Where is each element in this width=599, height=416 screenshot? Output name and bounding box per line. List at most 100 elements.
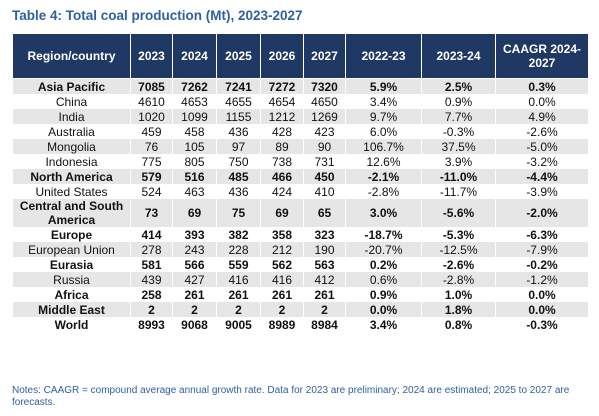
- value-cell: 459: [130, 124, 173, 139]
- value-cell: 9.7%: [345, 109, 422, 124]
- value-cell: 428: [260, 124, 304, 139]
- value-cell: 0.6%: [345, 272, 422, 287]
- value-cell: -18.7%: [345, 227, 422, 242]
- value-cell: 1099: [172, 109, 217, 124]
- value-cell: 423: [303, 124, 346, 139]
- region-cell: China: [12, 94, 131, 109]
- value-cell: -2.0%: [495, 199, 589, 227]
- header-cell: Region/country: [12, 33, 131, 79]
- value-cell: 1020: [130, 109, 173, 124]
- value-cell: -3.2%: [495, 154, 589, 169]
- value-cell: 579: [130, 169, 173, 184]
- value-cell: 73: [130, 199, 173, 227]
- table-row: Eurasia 581 566 559 562 563 0.2% -2.6% -0.2%: [12, 257, 589, 272]
- value-cell: 0.0%: [495, 94, 589, 109]
- value-cell: -5.3%: [421, 227, 496, 242]
- value-cell: 8989: [260, 317, 304, 332]
- value-cell: 97: [216, 139, 261, 154]
- value-cell: -7.9%: [495, 242, 589, 257]
- value-cell: -20.7%: [345, 242, 422, 257]
- region-cell: United States: [12, 184, 131, 199]
- value-cell: 212: [260, 242, 304, 257]
- value-cell: 0.0%: [495, 287, 589, 302]
- value-cell: 69: [172, 199, 217, 227]
- value-cell: 559: [216, 257, 261, 272]
- value-cell: 1155: [216, 109, 261, 124]
- region-cell: European Union: [12, 242, 131, 257]
- value-cell: 7241: [216, 78, 261, 94]
- header-row: Region/country 2023 2024 2025 2026 2027 2022-2…: [12, 33, 589, 79]
- value-cell: 414: [130, 227, 173, 242]
- value-cell: -6.3%: [495, 227, 589, 242]
- value-cell: 261: [216, 287, 261, 302]
- table-row: United States 524 463 436 424 410 -2.8% -11.7% -…: [12, 184, 589, 199]
- value-cell: 105: [172, 139, 217, 154]
- region-cell: World: [12, 317, 131, 332]
- region-cell: Russia: [12, 272, 131, 287]
- value-cell: 382: [216, 227, 261, 242]
- value-cell: 416: [260, 272, 304, 287]
- value-cell: 3.9%: [421, 154, 496, 169]
- region-cell: Eurasia: [12, 257, 131, 272]
- value-cell: 516: [172, 169, 217, 184]
- value-cell: 466: [260, 169, 304, 184]
- value-cell: -2.6%: [421, 257, 496, 272]
- value-cell: 7272: [260, 78, 304, 94]
- value-cell: 562: [260, 257, 304, 272]
- value-cell: 7085: [130, 78, 173, 94]
- value-cell: 0.2%: [345, 257, 422, 272]
- table-row: Asia Pacific 7085 7262 7241 7272 7320 5.9% 2.5%…: [12, 78, 589, 94]
- header-cell: 2027: [303, 33, 346, 79]
- value-cell: -2.8%: [421, 272, 496, 287]
- coal-table: Region/country 2023 2024 2025 2026 2027 2022-2…: [12, 33, 589, 332]
- value-cell: 7262: [172, 78, 217, 94]
- value-cell: -0.3%: [421, 124, 496, 139]
- header-cell: 2022-23: [345, 33, 422, 79]
- value-cell: 0.9%: [421, 94, 496, 109]
- region-cell: Indonesia: [12, 154, 131, 169]
- value-cell: -2.1%: [345, 169, 422, 184]
- table-row: Central and South America 73 69 75 69 65 3.0% -…: [12, 199, 589, 227]
- header-cell: CAAGR 2024-2027: [495, 33, 589, 79]
- table-header: Region/country 2023 2024 2025 2026 2027 2022-2…: [12, 33, 589, 79]
- value-cell: 2.5%: [421, 78, 496, 94]
- value-cell: 4650: [303, 94, 346, 109]
- value-cell: 3.0%: [345, 199, 422, 227]
- value-cell: 485: [216, 169, 261, 184]
- value-cell: 89: [260, 139, 304, 154]
- value-cell: -0.2%: [495, 257, 589, 272]
- table-row: Europe 414 393 382 358 323 -18.7% -5.3% -6.3%: [12, 227, 589, 242]
- header-cell: 2025: [216, 33, 261, 79]
- value-cell: -4.4%: [495, 169, 589, 184]
- region-cell: Europe: [12, 227, 131, 242]
- value-cell: 261: [172, 287, 217, 302]
- value-cell: 69: [260, 199, 304, 227]
- value-cell: -2.8%: [345, 184, 422, 199]
- value-cell: -11.0%: [421, 169, 496, 184]
- value-cell: -3.9%: [495, 184, 589, 199]
- value-cell: -0.3%: [495, 317, 589, 332]
- table-body: Asia Pacific 7085 7262 7241 7272 7320 5.9% 2.5%…: [12, 78, 589, 332]
- header-cell: 2024: [172, 33, 217, 79]
- value-cell: -11.7%: [421, 184, 496, 199]
- value-cell: 5.9%: [345, 78, 422, 94]
- value-cell: 8984: [303, 317, 346, 332]
- region-cell: Australia: [12, 124, 131, 139]
- value-cell: 563: [303, 257, 346, 272]
- value-cell: 12.6%: [345, 154, 422, 169]
- table-row: Africa 258 261 261 261 261 0.9% 1.0% 0.0%: [12, 287, 589, 302]
- notes: Notes: CAAGR = compound average annual g…: [12, 385, 570, 408]
- value-cell: 416: [216, 272, 261, 287]
- table-row: Australia 459 458 436 428 423 6.0% -0.3% -2.6%: [12, 124, 589, 139]
- value-cell: -1.2%: [495, 272, 589, 287]
- value-cell: 463: [172, 184, 217, 199]
- table-row: China 4610 4653 4655 4654 4650 3.4% 0.9% 0.0%: [12, 94, 589, 109]
- value-cell: 8993: [130, 317, 173, 332]
- value-cell: 4610: [130, 94, 173, 109]
- table-title: Table 4: Total coal production (Mt), 202…: [12, 8, 303, 23]
- region-cell: India: [12, 109, 131, 124]
- value-cell: -5.6%: [421, 199, 496, 227]
- value-cell: -5.0%: [495, 139, 589, 154]
- region-cell: Central and South America: [12, 199, 131, 227]
